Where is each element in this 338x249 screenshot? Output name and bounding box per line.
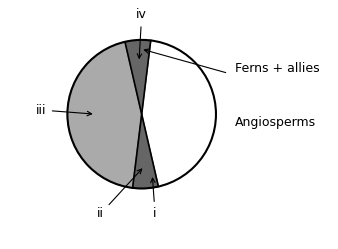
Wedge shape <box>142 40 216 187</box>
Text: i: i <box>151 178 157 220</box>
Wedge shape <box>132 114 159 188</box>
Text: Ferns + allies: Ferns + allies <box>235 62 319 75</box>
Circle shape <box>67 40 216 188</box>
Text: Angiosperms: Angiosperms <box>235 116 316 129</box>
Text: ii: ii <box>97 169 142 220</box>
Text: iv: iv <box>136 8 147 58</box>
Wedge shape <box>67 42 142 188</box>
Wedge shape <box>125 40 151 114</box>
Text: iii: iii <box>36 104 92 117</box>
